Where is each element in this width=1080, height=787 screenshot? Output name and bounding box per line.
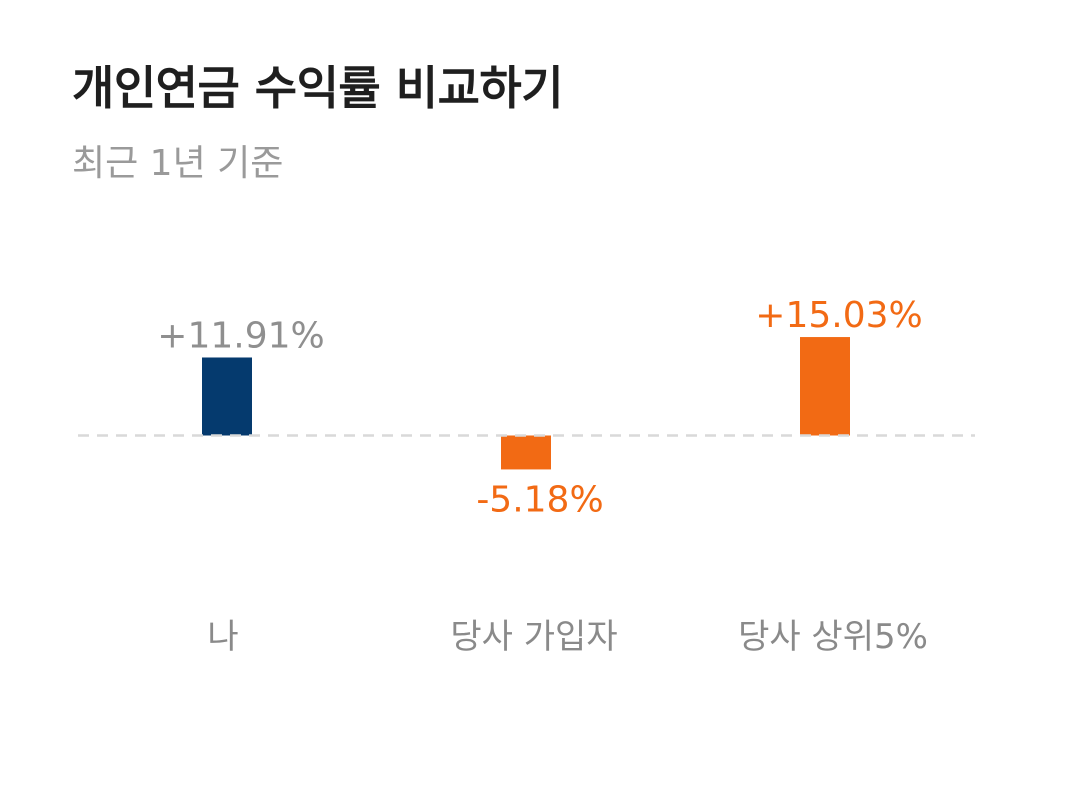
bar-3 [800, 337, 850, 436]
category-label-3: 당사 상위5% [738, 617, 928, 657]
value-label-2: -5.18% [476, 479, 603, 520]
bar-1 [202, 357, 252, 436]
category-label-1: 나 [207, 617, 238, 657]
value-label-3: +15.03% [755, 295, 922, 336]
value-label-1: +11.91% [157, 315, 324, 356]
labels-layer: +11.91% 나 -5.18% 당사 가입자 +15.03% 당사 상위5% [157, 295, 928, 657]
category-label-2: 당사 가입자 [450, 617, 617, 657]
page-subtitle: 최근 1년 기준 [72, 143, 284, 184]
bars-layer [202, 337, 850, 470]
bar-2 [501, 435, 551, 470]
page-title: 개인연금 수익률 비교하기 [72, 61, 564, 115]
